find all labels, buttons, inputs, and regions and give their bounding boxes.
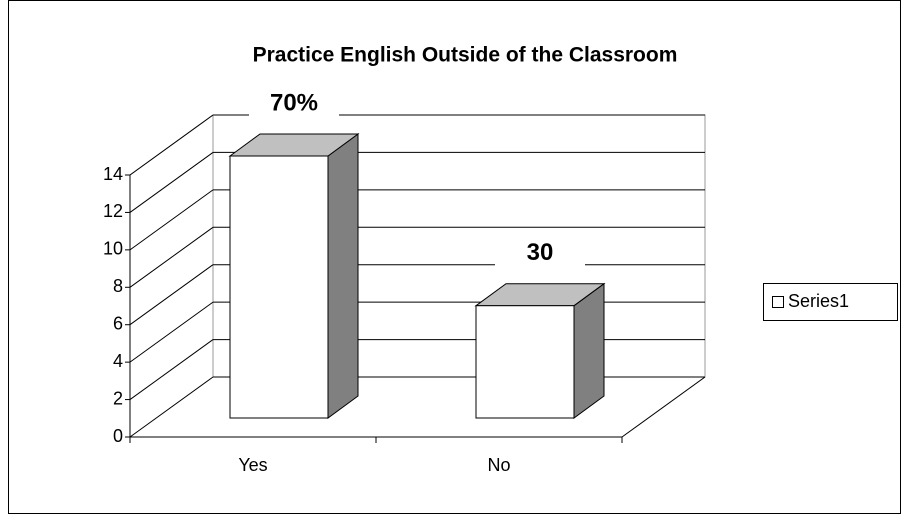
legend-label: Series1 bbox=[788, 291, 849, 311]
grid-line bbox=[129, 189, 214, 251]
y-tick-label: 6 bbox=[113, 313, 123, 333]
grid-line bbox=[129, 264, 214, 326]
y-tick-label: 10 bbox=[103, 239, 123, 259]
y-tick-label: 4 bbox=[113, 351, 123, 371]
bar bbox=[229, 155, 329, 419]
y-tick-label: 12 bbox=[103, 201, 123, 221]
chart-frame bbox=[8, 0, 901, 514]
grid-line bbox=[129, 339, 214, 400]
bar-side bbox=[573, 282, 605, 419]
floor-right bbox=[621, 376, 706, 438]
x-tick-label: No bbox=[487, 455, 510, 475]
legend-marker bbox=[772, 296, 784, 308]
x-tick-label: Yes bbox=[238, 455, 267, 475]
y-tick-label: 14 bbox=[103, 164, 123, 184]
grid-line bbox=[129, 376, 214, 438]
annotation-background bbox=[249, 86, 339, 122]
chart-title: Practice English Outside of the Classroo… bbox=[253, 44, 678, 67]
annotation: 70% bbox=[270, 89, 318, 116]
grid-line bbox=[129, 226, 214, 288]
annotation-background bbox=[495, 235, 585, 272]
annotation: 30 bbox=[527, 239, 554, 266]
grid-line bbox=[129, 114, 214, 176]
y-tick-label: 0 bbox=[113, 426, 123, 446]
bar-side bbox=[327, 133, 359, 419]
grid-line bbox=[129, 301, 214, 363]
y-tick-label: 8 bbox=[113, 276, 123, 296]
bar bbox=[475, 305, 575, 419]
grid-line bbox=[129, 152, 214, 213]
legend-box bbox=[763, 283, 898, 321]
y-tick-label: 2 bbox=[113, 388, 123, 408]
